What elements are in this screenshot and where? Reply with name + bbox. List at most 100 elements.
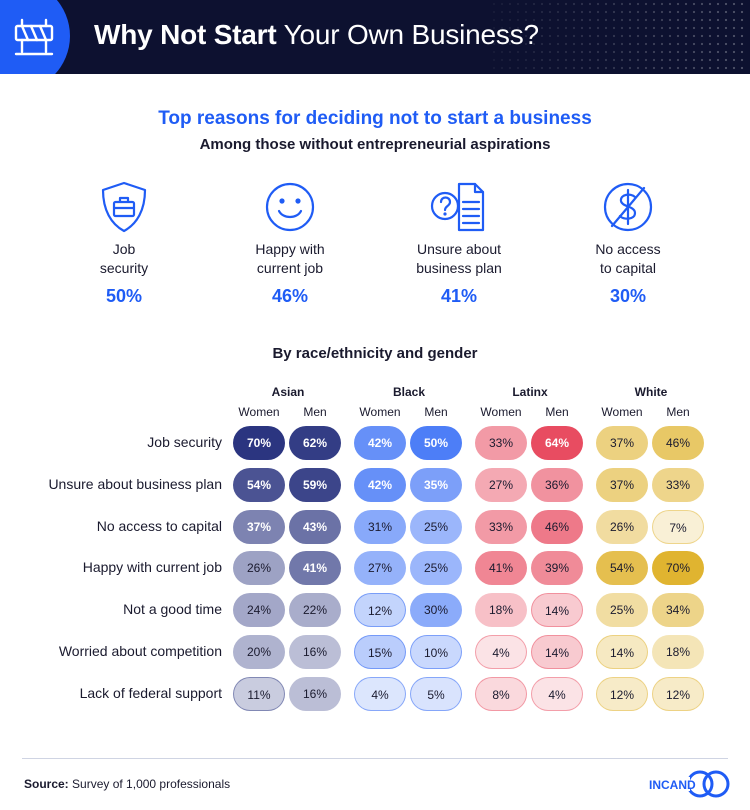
heatmap-cell: 16% — [289, 635, 341, 669]
gender-label-women: Women — [359, 405, 401, 419]
gender-label-men: Men — [303, 405, 327, 419]
heatmap-cell: 20% — [233, 635, 285, 669]
heatmap-cell: 14% — [531, 635, 583, 669]
heatmap-cell: 7% — [652, 509, 704, 544]
heatmap-cell: 11% — [233, 676, 285, 711]
heatmap-cell: 25% — [410, 509, 462, 544]
heatmap-cell: 26% — [596, 509, 648, 544]
shield-briefcase-icon — [101, 181, 147, 233]
heatmap-cell: 70% — [233, 426, 285, 460]
source-note: Source: Survey of 1,000 professionals — [24, 777, 231, 791]
heatmap-cell: 18% — [652, 635, 704, 669]
heatmap-cell: 54% — [233, 467, 285, 502]
heatmap-cell: 33% — [652, 467, 704, 502]
reason-label: Job security — [99, 241, 149, 276]
reason-value: 41% — [440, 286, 478, 306]
row-label: Job security — [147, 434, 222, 450]
heatmap-cell: 46% — [531, 509, 583, 544]
row-label: Unsure about business plan — [48, 475, 222, 492]
title-bold: Why Not Start — [94, 19, 277, 50]
page-title: Why Not Start Your Own Business? — [94, 19, 539, 51]
heatmap-cell: 30% — [410, 593, 462, 628]
heatmap-cell: 14% — [531, 593, 583, 628]
heatmap-cell: 15% — [354, 635, 406, 669]
footer-divider — [22, 758, 728, 759]
reason-job-security: Job security 50% — [49, 180, 199, 307]
heatmap-cell: 37% — [596, 426, 648, 460]
reason-unsure: Unsure about business plan 41% — [384, 180, 534, 307]
heatmap-cell: 70% — [652, 551, 704, 586]
chart-title: Top reasons for deciding not to start a … — [158, 108, 592, 129]
gender-label-men: Men — [666, 405, 690, 419]
reason-value: 46% — [271, 286, 309, 306]
heatmap-cell: 64% — [531, 426, 583, 460]
heatmap-cell: 31% — [354, 509, 406, 544]
heatmap-cell: 34% — [652, 593, 704, 628]
reason-happy: Happy with current job 46% — [215, 180, 365, 307]
heatmap-title: By race/ethnicity and gender — [272, 345, 478, 362]
heatmap-cell: 54% — [596, 551, 648, 586]
heatmap-cell: 37% — [233, 509, 285, 544]
heatmap-cell: 59% — [289, 467, 341, 502]
group-label-asian: Asian — [271, 385, 305, 399]
reason-value: 50% — [105, 286, 143, 306]
svg-text:INCAND: INCAND — [649, 778, 696, 792]
heatmap-cell: 33% — [475, 426, 527, 460]
heatmap-cell: 42% — [354, 426, 406, 460]
gender-label-men: Men — [424, 405, 448, 419]
group-label-latinx: Latinx — [512, 385, 548, 399]
heatmap-cell: 12% — [354, 593, 406, 628]
dot-pattern — [492, 2, 744, 70]
heatmap-cell: 27% — [354, 551, 406, 586]
reason-value: 30% — [609, 286, 647, 306]
row-label: Happy with current job — [82, 559, 222, 576]
heatmap-cell: 10% — [410, 635, 462, 669]
heatmap-cell: 35% — [410, 467, 462, 502]
heatmap-cell: 62% — [289, 426, 341, 460]
barricade-icon — [14, 18, 54, 56]
gender-label-women: Women — [480, 405, 522, 419]
heatmap-cell: 4% — [354, 676, 406, 711]
question-document-icon — [430, 182, 485, 232]
gender-label-women: Women — [601, 405, 643, 419]
incandgo-logo: INCAND — [648, 770, 730, 798]
heatmap-cell: 25% — [410, 551, 462, 586]
heatmap-cell: 8% — [475, 676, 527, 711]
heatmap-cell: 43% — [289, 509, 341, 544]
heatmap-cell: 24% — [233, 593, 285, 628]
heatmap-cell: 36% — [531, 467, 583, 502]
heatmap-cell: 37% — [596, 467, 648, 502]
heatmap-cell: 5% — [410, 676, 462, 711]
header-bar: Why Not Start Your Own Business? — [0, 0, 750, 74]
heatmap-cell: 27% — [475, 467, 527, 502]
heatmap-cell: 16% — [289, 676, 341, 711]
chart-subtitle: Among those without entrepreneurial aspi… — [199, 136, 551, 153]
heatmap-cell: 18% — [475, 593, 527, 628]
heatmap-cell: 22% — [289, 593, 341, 628]
reason-label: Happy with current job — [255, 241, 325, 276]
heatmap-cell: 33% — [475, 509, 527, 544]
no-dollar-icon — [603, 182, 653, 232]
heatmap-cell: 42% — [354, 467, 406, 502]
group-label-black: Black — [392, 385, 426, 399]
reason-capital: No access to capital 30% — [553, 180, 703, 307]
heatmap-cell: 14% — [596, 635, 648, 669]
heatmap-cell: 41% — [475, 551, 527, 586]
gender-label-men: Men — [545, 405, 569, 419]
group-label-white: White — [634, 385, 668, 399]
reason-label: No access to capital — [595, 241, 661, 276]
row-label: Worried about competition — [58, 643, 222, 659]
row-label: No access to capital — [96, 517, 222, 534]
reason-label: Unsure about business plan — [416, 241, 502, 276]
row-label: Lack of federal support — [79, 684, 222, 701]
heatmap-cell: 12% — [652, 676, 704, 711]
heatmap-cell: 25% — [596, 593, 648, 628]
heatmap-cell: 12% — [596, 676, 648, 711]
row-label: Not a good time — [123, 601, 222, 618]
heatmap-cell: 26% — [233, 551, 285, 586]
heatmap-cell: 41% — [289, 551, 341, 586]
gender-label-women: Women — [238, 405, 280, 419]
smiley-face-icon — [265, 182, 315, 232]
title-light: Your Own Business? — [283, 19, 539, 50]
heatmap-cell: 39% — [531, 551, 583, 586]
